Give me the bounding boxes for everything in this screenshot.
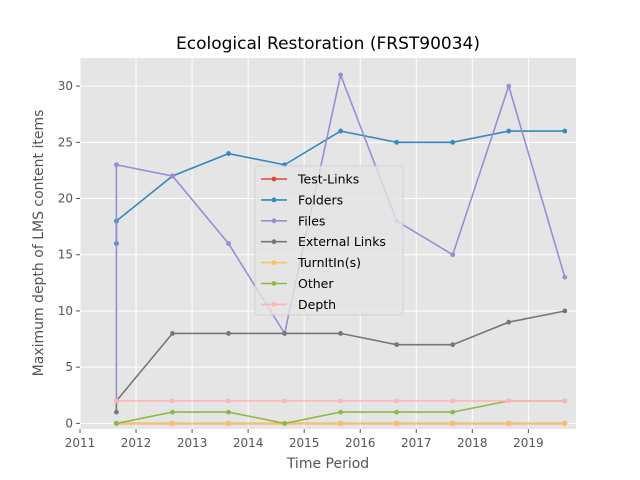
series-external-links (114, 308, 568, 415)
legend-marker (271, 239, 277, 245)
legend-label: Depth (298, 297, 336, 312)
data-point (170, 173, 175, 179)
legend-marker (271, 281, 277, 286)
legend-item: Folders (261, 192, 343, 207)
legend-item: Depth (261, 297, 336, 312)
data-point (506, 398, 512, 404)
data-point (562, 274, 568, 280)
y-tick-label: 5 (65, 360, 73, 374)
chart-title: Ecological Restoration (FRST90034) (176, 34, 480, 54)
data-point (450, 139, 456, 145)
legend-item: TurnItIn(s) (261, 255, 361, 270)
series-line (115, 130, 565, 244)
data-point (450, 398, 456, 404)
y-tick-label: 25 (58, 135, 73, 149)
x-tick-label: 2015 (289, 436, 320, 450)
data-point (226, 409, 231, 415)
y-tick-label: 0 (65, 416, 73, 430)
data-point (450, 342, 456, 348)
data-point (282, 398, 287, 404)
legend-marker (271, 176, 277, 182)
data-point (338, 72, 344, 78)
x-axis-label: Time Period (286, 456, 369, 472)
legend-label: Folders (298, 192, 343, 207)
data-point (394, 420, 400, 426)
data-point (170, 409, 175, 415)
data-point (226, 241, 231, 246)
legend-marker (271, 218, 277, 224)
y-axis-ticks: 0 5 10 15 20 25 30 (58, 79, 80, 430)
data-point (226, 151, 231, 156)
data-point (394, 342, 400, 348)
series-depth (114, 398, 568, 404)
data-point (338, 128, 344, 134)
x-tick-label: 2017 (401, 436, 432, 450)
data-point (450, 409, 456, 415)
x-tick-label: 2016 (345, 436, 376, 450)
legend-item: Other (261, 276, 334, 291)
data-point (226, 398, 231, 404)
data-point (394, 409, 400, 415)
legend-marker (271, 260, 277, 265)
data-point (226, 420, 231, 426)
x-axis-ticks: 2011 2012 2013 2014 2015 2016 2017 2018 2019 (65, 429, 544, 450)
series-other (114, 398, 568, 426)
data-point (114, 420, 119, 426)
data-point (506, 319, 512, 325)
data-point (562, 398, 568, 404)
data-point (506, 420, 512, 426)
data-point (226, 331, 231, 336)
data-point (170, 331, 175, 336)
x-tick-label: 2018 (457, 436, 488, 450)
series-layer (114, 72, 568, 426)
x-tick-label: 2012 (121, 436, 152, 450)
y-axis-label: Maximum depth of LMS content items (31, 110, 47, 377)
data-point (562, 128, 568, 134)
y-tick-label: 15 (58, 248, 73, 262)
legend-label: Other (298, 276, 334, 291)
data-point (394, 398, 400, 404)
legend-item: Test-Links (261, 172, 359, 187)
data-point (282, 331, 287, 336)
legend-marker (271, 302, 277, 307)
data-point (114, 398, 119, 404)
x-tick-label: 2014 (233, 436, 264, 450)
legend-label: Test-Links (297, 172, 359, 187)
data-point (450, 420, 456, 426)
legend-box (254, 165, 404, 316)
y-tick-label: 30 (58, 79, 73, 93)
legend-label: External Links (298, 234, 386, 249)
x-tick-label: 2019 (513, 436, 544, 450)
legend-label: TurnItIn(s) (297, 255, 361, 270)
data-point (562, 308, 568, 314)
data-point (338, 420, 344, 426)
legend-item: Files (261, 213, 325, 228)
data-point (282, 420, 287, 426)
legend-item: External Links (261, 234, 386, 249)
data-point (506, 83, 512, 89)
data-point (562, 420, 568, 426)
x-tick-label: 2011 (65, 436, 96, 450)
data-point (170, 420, 175, 426)
legend-marker (271, 197, 277, 203)
x-tick-label: 2013 (177, 436, 208, 450)
data-point (170, 398, 175, 404)
data-point (114, 162, 119, 168)
data-point (394, 139, 400, 145)
data-point (450, 252, 456, 258)
data-point (114, 409, 119, 415)
data-point (338, 409, 344, 415)
data-point (338, 331, 344, 336)
legend-label: Files (298, 213, 325, 228)
series-line (115, 310, 565, 413)
legend: Test-Links Folders Files External Links Turn… (254, 165, 404, 316)
data-point (338, 398, 344, 404)
y-tick-label: 10 (58, 304, 73, 318)
data-point (506, 128, 512, 134)
y-tick-label: 20 (58, 192, 73, 206)
